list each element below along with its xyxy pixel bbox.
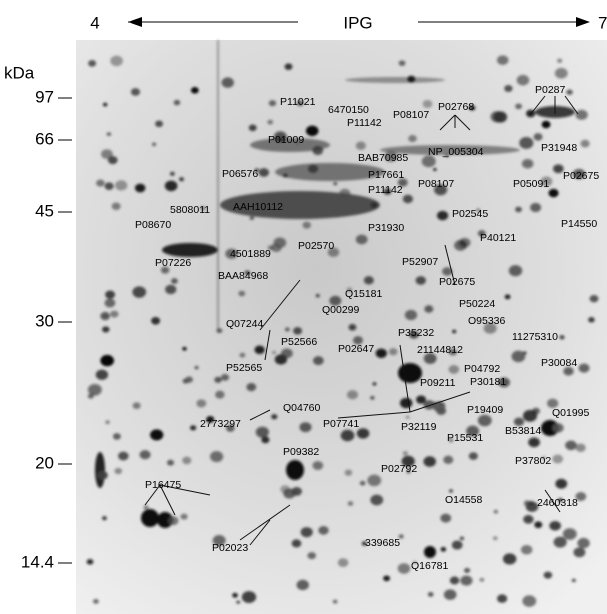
protein-label: Q04760 bbox=[283, 402, 321, 414]
protein-label: 6470150 bbox=[328, 104, 369, 116]
protein-label: BAB70985 bbox=[358, 152, 408, 164]
protein-label: P19409 bbox=[467, 404, 503, 416]
protein-label: 2773297 bbox=[200, 418, 241, 430]
protein-label: 11275310 bbox=[512, 331, 558, 343]
protein-label: 21144812 bbox=[417, 344, 463, 356]
protein-label: P08670 bbox=[135, 219, 171, 231]
mw-marker-label: 97 bbox=[35, 87, 54, 106]
protein-label: P02768 bbox=[438, 101, 474, 113]
protein-label: 339685 bbox=[365, 537, 400, 549]
protein-label: P11021 bbox=[280, 96, 316, 108]
protein-label: P30181 bbox=[470, 376, 506, 388]
protein-label: Q16781 bbox=[411, 560, 449, 572]
protein-label: P08107 bbox=[418, 178, 454, 190]
axis-title: IPG bbox=[343, 13, 372, 32]
arrow-head bbox=[576, 17, 590, 27]
protein-label: Q00299 bbox=[322, 304, 360, 316]
protein-label: BAA84968 bbox=[218, 270, 268, 282]
protein-label: P31930 bbox=[368, 222, 404, 234]
protein-label: P02792 bbox=[381, 463, 417, 475]
protein-label: P05091 bbox=[513, 178, 549, 190]
protein-label: P52565 bbox=[226, 362, 262, 374]
protein-label: P09382 bbox=[283, 446, 319, 458]
protein-label: P30084 bbox=[541, 357, 577, 369]
protein-label: P15531 bbox=[447, 432, 483, 444]
protein-label: P37802 bbox=[515, 455, 551, 467]
protein-label: P02570 bbox=[298, 240, 334, 252]
protein-label: P0287 bbox=[535, 84, 566, 96]
protein-label: P02675 bbox=[439, 276, 475, 288]
protein-label: P06576 bbox=[222, 168, 258, 180]
protein-label: P52566 bbox=[281, 336, 317, 348]
mw-marker-label: 66 bbox=[35, 129, 54, 148]
mw-marker-label: 45 bbox=[35, 201, 54, 220]
protein-label: P08107 bbox=[393, 109, 429, 121]
protein-label: O95336 bbox=[468, 315, 506, 327]
protein-label: P01009 bbox=[268, 134, 304, 146]
protein-label: P16475 bbox=[145, 479, 181, 491]
gel-spots bbox=[86, 40, 599, 607]
protein-label: P52907 bbox=[402, 256, 438, 268]
protein-label: Q07244 bbox=[226, 318, 264, 330]
mw-marker-label: 30 bbox=[35, 311, 54, 330]
protein-label: AAH10112 bbox=[233, 201, 283, 213]
protein-label: P17661 bbox=[368, 169, 404, 181]
protein-label: P11142 bbox=[368, 184, 403, 196]
protein-label: NP_005304 bbox=[428, 146, 484, 158]
ph-low: 4 bbox=[90, 13, 99, 32]
ph-high: 7 bbox=[598, 13, 607, 32]
protein-label: 5808011 bbox=[170, 204, 210, 216]
protein-label: P02675 bbox=[563, 170, 599, 182]
protein-label: B53814 bbox=[505, 425, 541, 437]
protein-label: P40121 bbox=[480, 232, 516, 244]
protein-label: P07741 bbox=[323, 418, 359, 430]
gel-background bbox=[76, 40, 607, 614]
protein-label: 2460318 bbox=[537, 497, 578, 509]
protein-label: P14550 bbox=[561, 218, 597, 230]
protein-label: P31948 bbox=[541, 142, 577, 154]
protein-label: P02023 bbox=[212, 542, 248, 554]
arrow-head bbox=[128, 17, 142, 27]
mw-unit: kDa bbox=[4, 63, 35, 82]
protein-label: P35232 bbox=[398, 327, 434, 339]
mw-marker-label: 14.4 bbox=[21, 552, 54, 571]
protein-label: P50224 bbox=[459, 298, 495, 310]
protein-label: O14558 bbox=[445, 494, 483, 506]
protein-label: 4501889 bbox=[230, 248, 271, 260]
mw-marker-label: 20 bbox=[35, 453, 54, 472]
protein-label: Q01995 bbox=[552, 407, 590, 419]
protein-label: P11142 bbox=[347, 117, 382, 129]
protein-label: P32119 bbox=[401, 421, 437, 433]
protein-label: P09211 bbox=[420, 377, 456, 389]
protein-label: Q15181 bbox=[345, 288, 383, 300]
protein-label: P04792 bbox=[464, 363, 500, 375]
protein-label: P02647 bbox=[338, 343, 374, 355]
leader-lines bbox=[144, 95, 579, 546]
protein-label: P07226 bbox=[155, 257, 191, 269]
protein-label: P02545 bbox=[452, 208, 488, 220]
